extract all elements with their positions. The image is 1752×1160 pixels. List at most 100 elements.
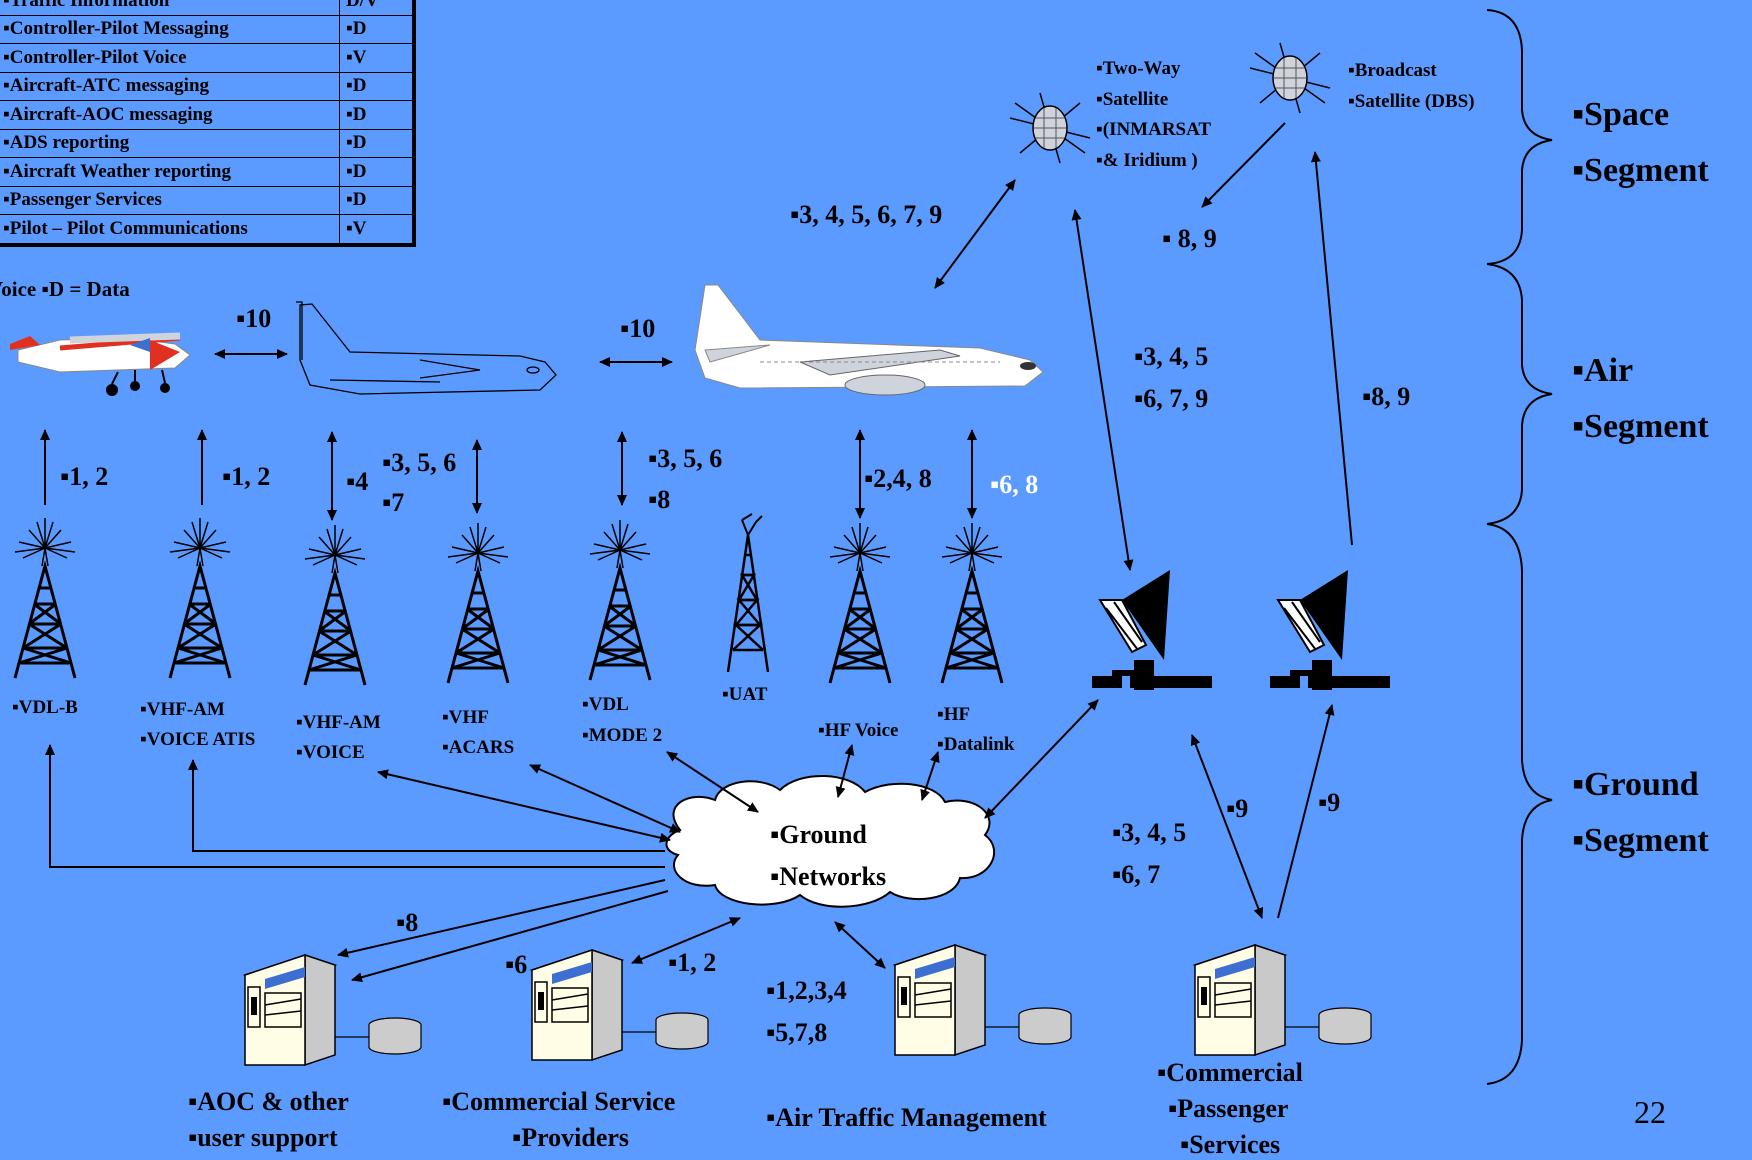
table-row: ▪Aircraft-ATC messaging ▪D: [0, 71, 415, 101]
vdl-b-tower-icon: [13, 516, 77, 680]
ground-networks-label-2: ▪Networks: [770, 862, 887, 891]
cps-label-3: ▪Services: [1180, 1130, 1281, 1159]
ground-networks-label-1: ▪Ground: [770, 820, 867, 849]
two-way-satellite-icon: [1009, 92, 1091, 164]
space-segment-label-1: ▪Space: [1572, 96, 1670, 133]
vdl-mode2-tower-icon: [588, 518, 652, 682]
satellite-dish-1-icon: [1091, 569, 1213, 691]
broadcast-satellite-icon: [1249, 42, 1331, 114]
service-name: ▪Controller-Pilot Messaging: [0, 14, 340, 44]
vhf-acars-label-1: ▪VHF: [442, 707, 489, 728]
air-segment-label-2: ▪Segment: [1572, 408, 1709, 445]
hf-voice-tower-icon: [828, 521, 892, 685]
link-label: ▪1,2,3,4: [766, 976, 847, 1005]
link-label: ▪6, 8: [990, 470, 1039, 499]
link-label: ▪8: [396, 908, 419, 937]
services-table: ▪Traffic Information D/V ▪Controller-Pilo…: [0, 0, 416, 247]
link-label: ▪10: [620, 314, 656, 343]
link-label: ▪4: [346, 467, 369, 496]
table-row: ▪Traffic Information D/V: [0, 0, 415, 16]
cps-label-2: ▪Passenger: [1168, 1094, 1289, 1123]
link-label: ▪1, 2: [222, 462, 271, 491]
hf-voice-label: ▪HF Voice: [818, 720, 899, 741]
vhf-am-voice-label-1: ▪VHF-AM: [296, 712, 381, 733]
service-type: ▪D: [339, 14, 415, 44]
service-name: ▪ADS reporting: [0, 128, 340, 158]
link-label: ▪9: [1226, 794, 1249, 823]
two-way-satellite-label-3: ▪(INMARSAT: [1096, 119, 1212, 140]
table-row: ▪Passenger Services ▪D: [0, 185, 415, 215]
air-segment-label-1: ▪Air: [1572, 352, 1634, 389]
link-label: ▪ 8, 9: [1162, 224, 1217, 253]
small-plane-icon: [10, 332, 191, 396]
link-label: ▪5,7,8: [766, 1018, 828, 1047]
service-type: ▪D: [339, 157, 415, 187]
vhf-am-voice-label-2: ▪VOICE: [296, 742, 365, 763]
broadcast-satellite-label-1: ▪Broadcast: [1348, 60, 1437, 81]
link-label: ▪3, 4, 5, 6, 7, 9: [790, 200, 943, 229]
table-row: ▪Aircraft-AOC messaging ▪D: [0, 100, 415, 130]
link-label: ▪10: [236, 304, 272, 333]
service-type: ▪V: [339, 214, 415, 245]
link-label: ▪8: [648, 485, 671, 514]
vhf-acars-label-2: ▪ACARS: [442, 737, 515, 758]
airliner-icon: [694, 284, 1044, 396]
atm-server-icon: [894, 944, 1072, 1056]
two-way-satellite-label-1: ▪Two-Way: [1096, 58, 1181, 79]
service-name: ▪Aircraft Weather reporting: [0, 157, 340, 187]
link-label: ▪6, 7: [1112, 860, 1161, 889]
vhf-am-atis-tower-icon: [168, 516, 232, 680]
link-label: ▪3, 5, 6: [382, 448, 457, 477]
service-name: ▪Pilot – Pilot Communications: [0, 214, 340, 245]
cps-server-icon: [1194, 944, 1372, 1056]
link-label: ▪9: [1318, 788, 1341, 817]
aoc-label-2: ▪user support: [188, 1123, 338, 1152]
service-name: ▪Aircraft-AOC messaging: [0, 100, 340, 130]
service-name: ▪Passenger Services: [0, 185, 340, 215]
table-row: ▪Pilot – Pilot Communications ▪V: [0, 214, 415, 245]
link-label: ▪7: [382, 488, 405, 517]
link-label: ▪8, 9: [1362, 382, 1411, 411]
cps-label-1: ▪Commercial: [1157, 1058, 1303, 1087]
atm-label: ▪Air Traffic Management: [766, 1103, 1047, 1132]
vhf-am-atis-label-2: ▪VOICE ATIS: [140, 729, 256, 750]
broadcast-satellite-label-2: ▪Satellite (DBS): [1348, 91, 1475, 112]
table-legend: Voice ▪D = Data: [0, 277, 130, 301]
vdl-b-label: ▪VDL-B: [12, 697, 78, 718]
service-name: ▪Aircraft-ATC messaging: [0, 71, 340, 101]
link-label: ▪6, 7, 9: [1134, 384, 1209, 413]
vdl-mode2-label-1: ▪VDL: [582, 694, 629, 715]
uat-label: ▪UAT: [722, 684, 768, 705]
two-way-satellite-label-4: ▪& Iridium ): [1096, 150, 1198, 171]
aoc-label-1: ▪AOC & other: [188, 1087, 349, 1116]
csp-label-2: ▪Providers: [512, 1123, 630, 1152]
service-type: ▪V: [339, 43, 415, 73]
space-segment-brace: [1486, 9, 1553, 265]
space-segment-label-2: ▪Segment: [1572, 152, 1709, 189]
page-number: 22: [1634, 1094, 1666, 1130]
service-type: D/V: [339, 0, 415, 16]
ground-segment-brace: [1486, 523, 1553, 1085]
table-row: ▪Controller-Pilot Messaging ▪D: [0, 14, 415, 44]
link-label: ▪6: [505, 950, 528, 979]
aoc-server-icon: [244, 954, 422, 1066]
hf-datalink-label-2: ▪Datalink: [937, 734, 1015, 755]
service-name: ▪Controller-Pilot Voice: [0, 43, 340, 73]
two-way-satellite-label-2: ▪Satellite: [1096, 89, 1169, 110]
link-label: ▪1, 2: [668, 948, 717, 977]
link-label: ▪3, 4, 5: [1134, 342, 1209, 371]
vhf-am-atis-label-1: ▪VHF-AM: [140, 699, 225, 720]
link-label: ▪2,4, 8: [864, 464, 932, 493]
table-row: ▪ADS reporting ▪D: [0, 128, 415, 158]
ground-segment-label-1: ▪Ground: [1572, 766, 1699, 803]
hf-datalink-tower-icon: [940, 521, 1004, 685]
link-label: ▪1, 2: [60, 462, 109, 491]
link-label: ▪3, 5, 6: [648, 444, 723, 473]
vhf-acars-tower-icon: [446, 521, 510, 685]
vdl-mode2-label-2: ▪MODE 2: [582, 725, 663, 746]
link-label: ▪3, 4, 5: [1112, 818, 1187, 847]
satellite-dish-2-icon: [1269, 569, 1391, 691]
table-row: ▪Controller-Pilot Voice ▪V: [0, 43, 415, 73]
service-type: ▪D: [339, 100, 415, 130]
vhf-am-voice-tower-icon: [303, 523, 367, 687]
